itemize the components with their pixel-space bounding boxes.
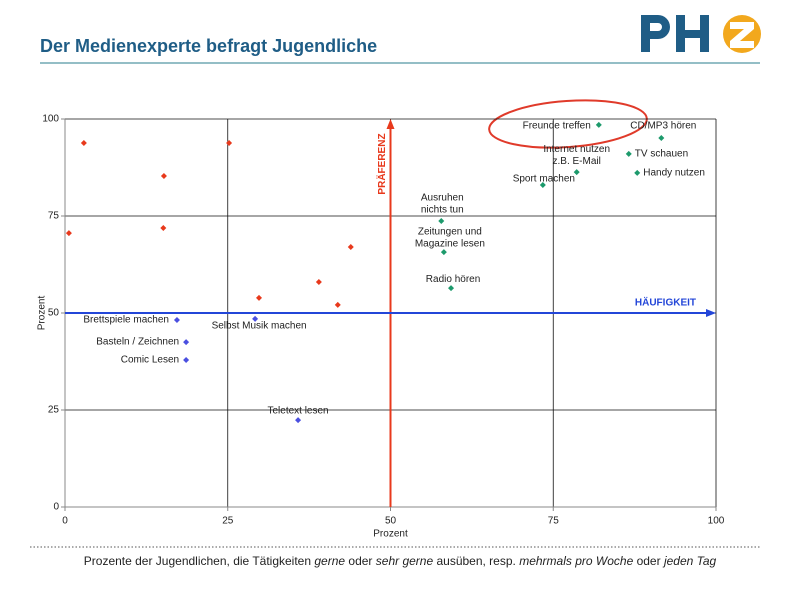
- caption-part: ausüben, resp.: [433, 554, 519, 568]
- point-label: Zeitungen und: [418, 227, 482, 238]
- point: [160, 173, 167, 180]
- highlight-ellipse: [488, 99, 648, 149]
- point-label: nichts tun: [421, 205, 464, 216]
- point-label: Handy nutzen: [643, 168, 705, 179]
- point-label: Comic Lesen: [121, 355, 179, 366]
- x-tick-label: 25: [222, 516, 234, 527]
- caption-part: sehr gerne: [376, 554, 434, 568]
- reference-label: HÄUFIGKEIT: [635, 296, 696, 309]
- logo: [641, 15, 761, 53]
- caption-part: oder: [345, 554, 376, 568]
- point: [65, 230, 72, 237]
- y-tick-label: 50: [48, 308, 60, 319]
- point-label: Sport machen: [513, 174, 575, 185]
- point: [334, 301, 341, 308]
- y-tick-label: 0: [53, 502, 59, 513]
- x-tick-label: 75: [548, 516, 560, 527]
- point: [634, 169, 641, 176]
- point: [573, 169, 580, 176]
- point: [440, 249, 447, 256]
- caption-part: jeden Tag: [662, 554, 717, 568]
- y-axis-label: Prozent: [37, 296, 48, 331]
- point: [595, 121, 602, 128]
- point-label: Magazine lesen: [415, 239, 485, 250]
- point-label: Teletext lesen: [267, 406, 328, 417]
- point: [658, 135, 665, 142]
- point: [252, 315, 259, 322]
- point: [160, 225, 167, 232]
- point: [539, 181, 546, 188]
- point: [438, 218, 445, 225]
- arrow-head: [386, 119, 395, 129]
- point: [295, 417, 302, 424]
- point: [625, 150, 632, 157]
- x-axis-label: Prozent: [373, 529, 408, 540]
- point: [347, 244, 354, 251]
- point-label: Basteln / Zeichnen: [96, 337, 179, 348]
- point: [315, 278, 322, 285]
- point-label: TV schauen: [635, 149, 688, 160]
- y-tick-label: 75: [48, 211, 60, 222]
- x-tick-label: 50: [385, 516, 397, 527]
- point-label: Internet nutzen: [543, 144, 610, 155]
- y-tick-label: 25: [48, 405, 60, 416]
- point: [255, 294, 262, 301]
- point: [448, 285, 455, 292]
- point: [173, 316, 180, 323]
- point-label: CD/MP3 hören: [630, 121, 696, 132]
- caption-part: mehrmals pro Woche: [519, 554, 633, 568]
- caption: Prozente der Jugendlichen, die Tätigkeit…: [84, 554, 717, 568]
- point: [226, 140, 233, 147]
- caption-part: gerne: [314, 554, 345, 568]
- point-label: z.B. E-Mail: [553, 156, 601, 167]
- point: [183, 339, 190, 346]
- x-tick-label: 100: [708, 516, 725, 527]
- point-label: Selbst Musik machen: [212, 320, 307, 331]
- point-label: Radio hören: [426, 274, 480, 285]
- x-tick-label: 0: [62, 516, 68, 527]
- slide-title: Der Medienexperte befragt Jugendliche: [40, 36, 377, 56]
- point-label: Ausruhen: [421, 193, 464, 204]
- point-label: Freunde treffen: [523, 120, 591, 131]
- y-tick-label: 100: [42, 114, 59, 125]
- caption-part: oder: [633, 554, 664, 568]
- arrow-head: [706, 309, 716, 317]
- point: [80, 140, 87, 147]
- point-label: Brettspiele machen: [83, 315, 169, 326]
- caption-part: Prozente der Jugendlichen, die Tätigkeit…: [84, 554, 315, 568]
- point: [183, 356, 190, 363]
- reference-label: PRÄFERENZ: [375, 133, 388, 194]
